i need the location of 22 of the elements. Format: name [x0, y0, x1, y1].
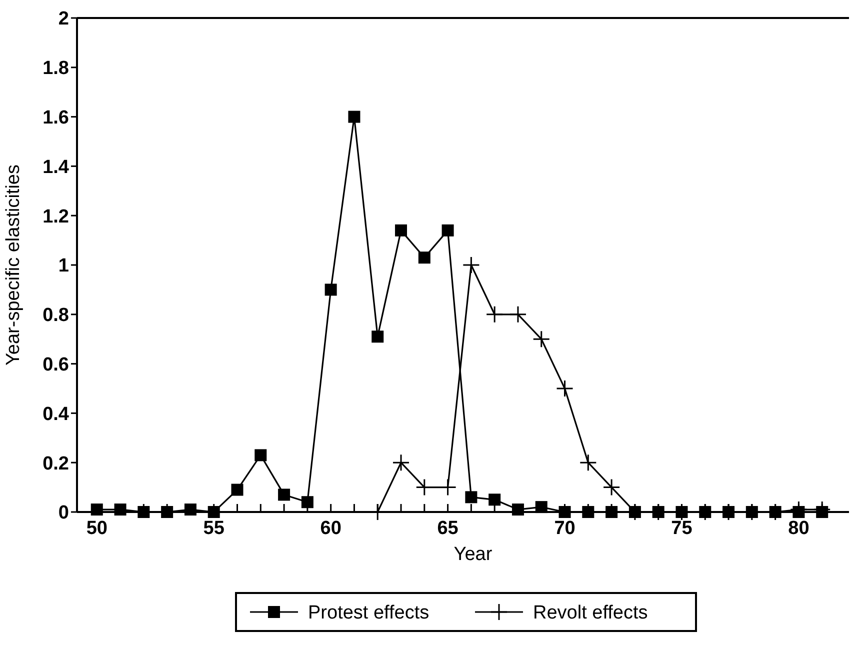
- legend-label: Protest effects: [308, 602, 430, 624]
- y-tick-label: 0.4: [42, 404, 70, 425]
- y-tick-label: 1.4: [42, 156, 70, 178]
- x-tick-label: 65: [437, 518, 459, 539]
- x-tick-label: 55: [203, 518, 225, 539]
- x-tick-label: 60: [320, 518, 342, 539]
- y-tick-label: 0.2: [42, 453, 69, 474]
- legend-label: Revolt effects: [533, 602, 648, 624]
- y-axis-title: Year-specific elasticities: [3, 164, 24, 366]
- y-tick-label: 1: [58, 256, 70, 277]
- y-tick-label: 2: [58, 8, 69, 30]
- y-tick-label: 1.2: [42, 206, 69, 228]
- y-tick-label: 0.6: [42, 354, 69, 376]
- x-axis-title: Year: [454, 544, 493, 565]
- y-tick-label: 0: [58, 502, 69, 524]
- y-tick-label: 0.8: [42, 305, 69, 326]
- x-tick-label: 70: [554, 518, 576, 539]
- x-tick-label: 80: [788, 518, 810, 539]
- y-tick-label: 1.6: [42, 107, 69, 128]
- x-tick-label: 50: [86, 518, 108, 539]
- x-tick-label: 75: [671, 518, 693, 539]
- y-tick-label: 1.8: [42, 58, 69, 80]
